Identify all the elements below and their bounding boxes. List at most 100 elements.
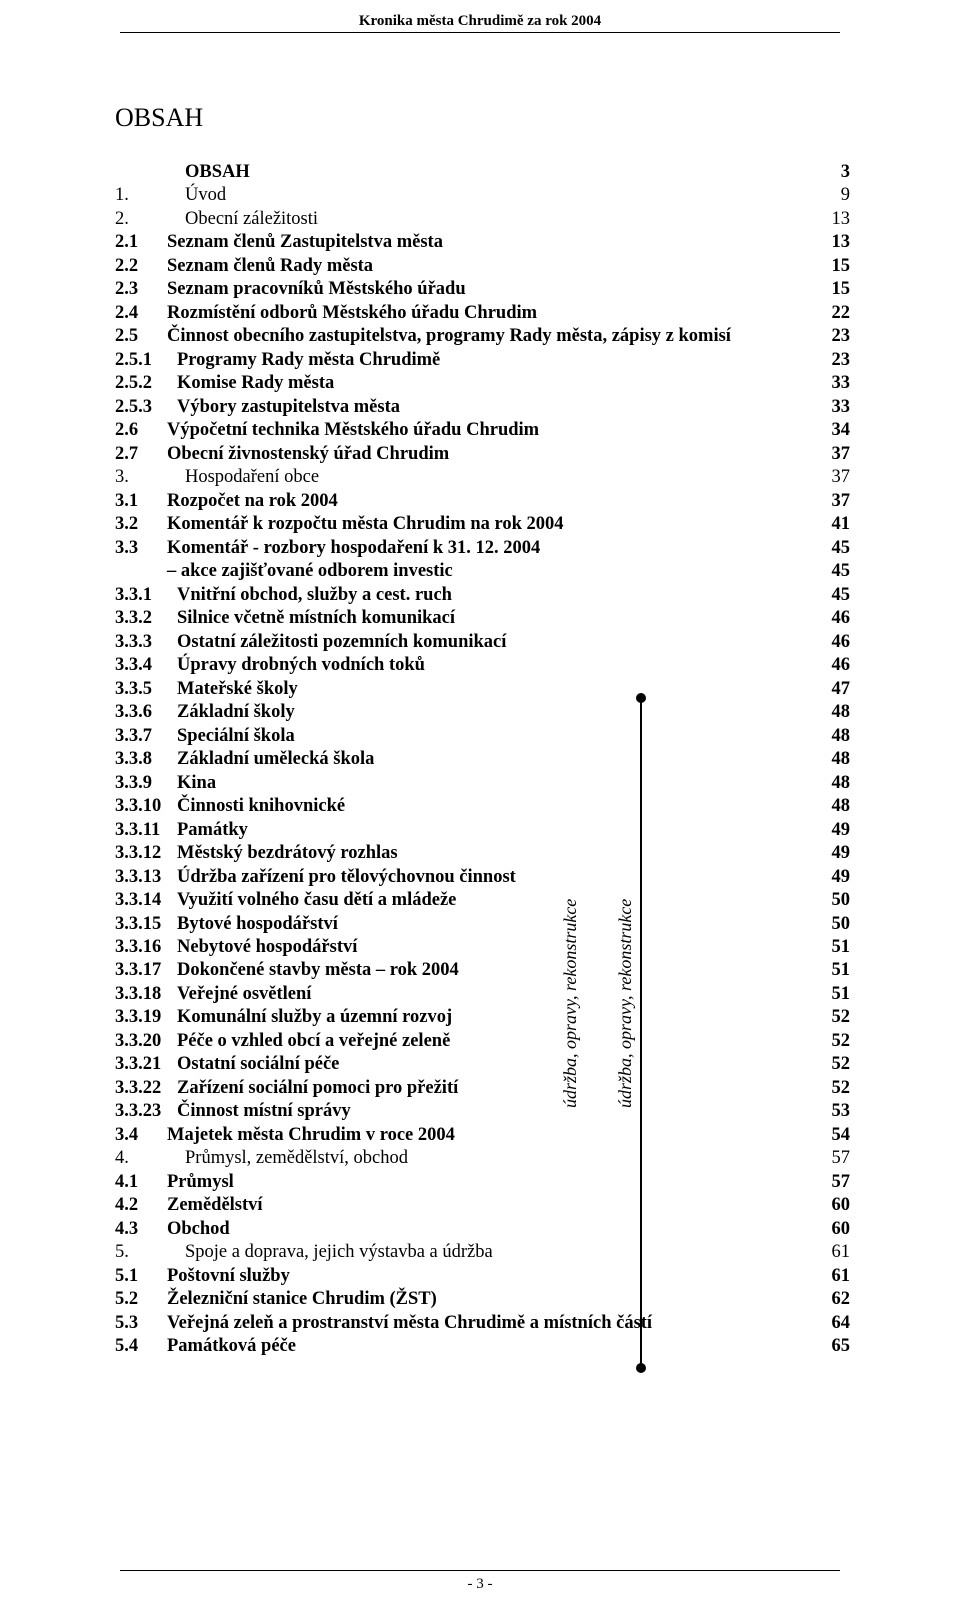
toc-row: 2.1Seznam členů Zastupitelstva města13 [115, 231, 850, 254]
toc-page-number: 49 [824, 819, 851, 842]
toc-row: 3.3.4Úpravy drobných vodních toků46 [115, 654, 850, 677]
toc-row-left: 3.3.17Dokončené stavby města – rok 2004 [115, 959, 459, 982]
toc-row: – akce zajišťované odborem investic45 [115, 560, 850, 583]
toc-number: 5.2 [115, 1288, 167, 1311]
toc-label: Obchod [167, 1218, 230, 1241]
toc-row: 3.3.16Nebytové hospodářství51 [115, 936, 850, 959]
toc-row: OBSAH3 [115, 161, 850, 184]
toc-label: Seznam členů Zastupitelstva města [167, 231, 443, 254]
toc-page-number: 60 [824, 1218, 851, 1241]
toc-number: 3.4 [115, 1124, 167, 1147]
toc-row: 3.1Rozpočet na rok 200437 [115, 490, 850, 513]
toc-label: Seznam pracovníků Městského úřadu [167, 278, 466, 301]
toc-page-number: 46 [824, 654, 851, 677]
toc-row-left: 1.Úvod [115, 184, 226, 207]
toc-row: 5.2Železniční stanice Chrudim (ŽST) 62 [115, 1288, 850, 1311]
toc-label: Programy Rady města Chrudimě [177, 349, 440, 372]
toc-row: 4.2Zemědělství60 [115, 1194, 850, 1217]
toc-number: 3.3.6 [115, 701, 177, 724]
toc-label: Veřejná zeleň a prostranství města Chrud… [167, 1312, 652, 1335]
toc-label: Veřejné osvětlení [177, 983, 311, 1006]
toc-row-left: 3.3.19Komunální služby a územní rozvoj [115, 1006, 452, 1029]
toc-number: 5. [115, 1241, 185, 1264]
toc-row: 3.3.7Speciální škola48 [115, 725, 850, 748]
toc-row: 3.3.21Ostatní sociální péče52 [115, 1053, 850, 1076]
toc-label: Komentář k rozpočtu města Chrudim na rok… [167, 513, 564, 536]
toc-label: Památková péče [167, 1335, 296, 1358]
toc-page-number: 15 [824, 278, 851, 301]
toc-number: 3.3.2 [115, 607, 177, 630]
toc-row: 4.3Obchod 60 [115, 1218, 850, 1241]
toc-number: 2.6 [115, 419, 167, 442]
toc-row-left: 2.Obecní záležitosti [115, 208, 318, 231]
toc-number: 3.3.1 [115, 584, 177, 607]
toc-label: Komise Rady města [177, 372, 334, 395]
toc-page-number: 65 [824, 1335, 851, 1358]
document-page: Kronika města Chrudimě za rok 2004 OBSAH… [0, 0, 960, 1613]
toc-row: 2.5.2Komise Rady města33 [115, 372, 850, 395]
toc-number: 3.3.5 [115, 678, 177, 701]
toc-label: Majetek města Chrudim v roce 2004 [167, 1124, 455, 1147]
toc-page-number: 41 [824, 513, 851, 536]
toc-label: Hospodaření obce [185, 466, 319, 489]
toc-number: 1. [115, 184, 185, 207]
toc-row-left: 3.3.16Nebytové hospodářství [115, 936, 357, 959]
toc-row-left: 3.3.5Mateřské školy [115, 678, 298, 701]
toc-page-number: 23 [824, 349, 851, 372]
toc-number: 3.1 [115, 490, 167, 513]
toc-number: 3.3.22 [115, 1077, 177, 1100]
annotation-line [640, 698, 642, 1368]
toc-page-number: 51 [824, 959, 851, 982]
toc-page-number: 48 [824, 701, 851, 724]
toc-row: 2.3Seznam pracovníků Městského úřadu 15 [115, 278, 850, 301]
toc-row: 5.Spoje a doprava, jejich výstavba a údr… [115, 1241, 850, 1264]
toc-label: Úpravy drobných vodních toků [177, 654, 425, 677]
toc-row-left: OBSAH [115, 161, 250, 184]
toc-row-left: 2.3Seznam pracovníků Městského úřadu [115, 278, 466, 301]
toc-label: Seznam členů Rady města [167, 255, 373, 278]
toc-number: 3.3.20 [115, 1030, 177, 1053]
main-content: OBSAH OBSAH31.Úvod92.Obecní záležitosti1… [0, 33, 960, 1359]
toc-row-left: – akce zajišťované odborem investic [115, 560, 453, 583]
toc-row: 3.3.18Veřejné osvětlení51 [115, 983, 850, 1006]
toc-row: 3.3.22Zařízení sociální pomoci pro přeži… [115, 1077, 850, 1100]
toc-row: 3.3.17Dokončené stavby města – rok 2004 5… [115, 959, 850, 982]
toc-page-number: 48 [824, 795, 851, 818]
toc-row-left: 3.3.2Silnice včetně místních komunikací [115, 607, 455, 630]
toc-number: 3.2 [115, 513, 167, 536]
toc-page-number: 48 [824, 725, 851, 748]
toc-number: 3.3.15 [115, 913, 177, 936]
toc-label: Činnost obecního zastupitelstva, program… [167, 325, 731, 348]
toc-row: 2.5.3Výbory zastupitelstva města33 [115, 396, 850, 419]
toc-page-number: 62 [824, 1288, 851, 1311]
toc-row-left: 4.3Obchod [115, 1218, 230, 1241]
toc-label: Obecní živnostenský úřad Chrudim [167, 443, 449, 466]
toc-row: 3.3.15Bytové hospodářství50 [115, 913, 850, 936]
toc-number: 2.2 [115, 255, 167, 278]
toc-row: 2.7Obecní živnostenský úřad Chrudim37 [115, 443, 850, 466]
toc-number: 4. [115, 1147, 185, 1170]
toc-page-number: 52 [824, 1030, 851, 1053]
toc-page-number: 37 [824, 466, 851, 489]
toc-number: 2.3 [115, 278, 167, 301]
toc-label: Péče o vzhled obcí a veřejné zeleně [177, 1030, 450, 1053]
toc-row: 5.4Památková péče 65 [115, 1335, 850, 1358]
toc-number: 3.3.17 [115, 959, 177, 982]
toc-row-left: 3.2Komentář k rozpočtu města Chrudim na … [115, 513, 564, 536]
toc-number: 3.3.7 [115, 725, 177, 748]
toc-label: Vnitřní obchod, služby a cest. ruch [177, 584, 452, 607]
toc-row-left: 5.3Veřejná zeleň a prostranství města Ch… [115, 1312, 652, 1335]
toc-row-left: 4.1Průmysl [115, 1171, 234, 1194]
toc-page-number: 52 [824, 1006, 851, 1029]
toc-row-left: 2.5.3Výbory zastupitelstva města [115, 396, 400, 419]
toc-label: Železniční stanice Chrudim (ŽST) [167, 1288, 437, 1311]
toc-row: 3.3.12Městský bezdrátový rozhlas49 [115, 842, 850, 865]
toc-number: 2.4 [115, 302, 167, 325]
footer-page-number: - 3 - [468, 1576, 493, 1592]
toc-row-left: 5.4Památková péče [115, 1335, 296, 1358]
toc-page-number: 49 [824, 842, 851, 865]
toc-label: Kina [177, 772, 216, 795]
toc-page-number: 22 [824, 302, 851, 325]
toc-row-left: 2.2Seznam členů Rady města [115, 255, 373, 278]
toc-row: 3.3.14Využití volného času dětí a mládež… [115, 889, 850, 912]
